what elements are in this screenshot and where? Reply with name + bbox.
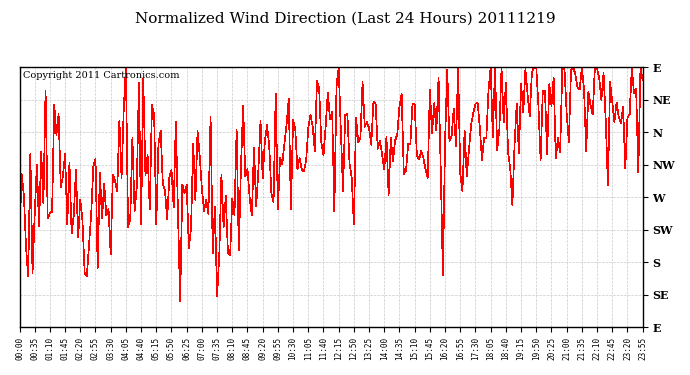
Text: Copyright 2011 Cartronics.com: Copyright 2011 Cartronics.com — [23, 71, 179, 80]
Text: Normalized Wind Direction (Last 24 Hours) 20111219: Normalized Wind Direction (Last 24 Hours… — [135, 11, 555, 25]
